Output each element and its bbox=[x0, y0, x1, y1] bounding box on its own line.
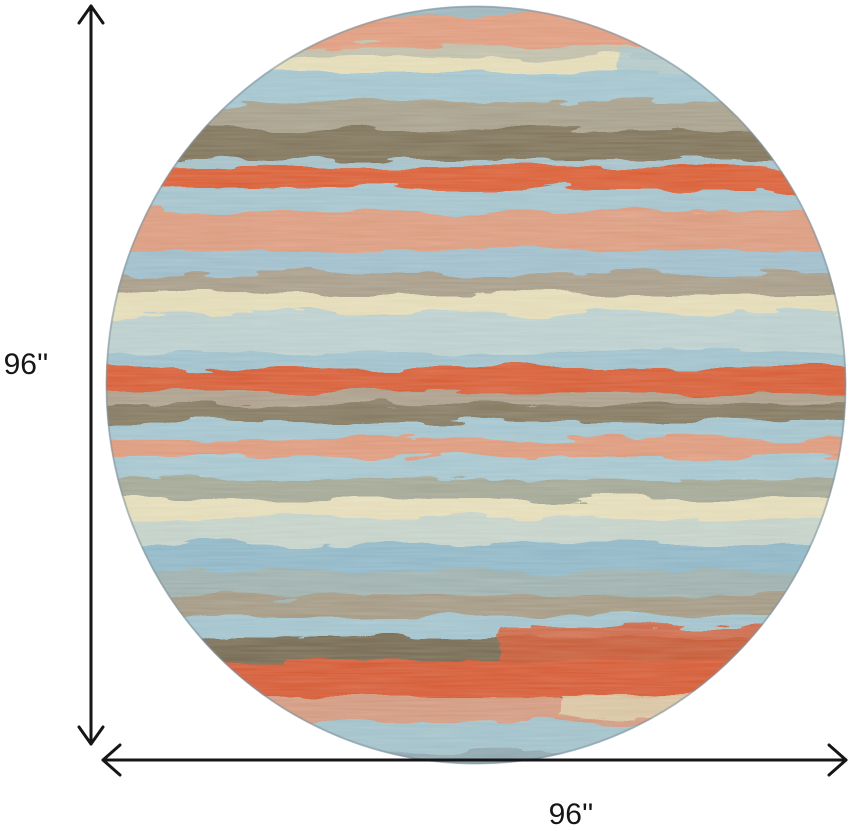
width-dimension-arrow bbox=[101, 743, 848, 777]
rug-clip-group bbox=[106, 6, 846, 764]
height-dimension-label: 96'' bbox=[3, 348, 49, 381]
rug-texture-dark bbox=[106, 6, 846, 764]
arrow-down-icon bbox=[77, 725, 105, 746]
height-dimension-arrow bbox=[77, 4, 105, 746]
width-dimension-label: 96'' bbox=[548, 798, 594, 831]
rug-edge bbox=[105, 5, 847, 765]
arrow-up-icon bbox=[77, 4, 105, 25]
arrow-left-icon bbox=[101, 743, 122, 777]
arrow-right-icon bbox=[827, 743, 848, 777]
